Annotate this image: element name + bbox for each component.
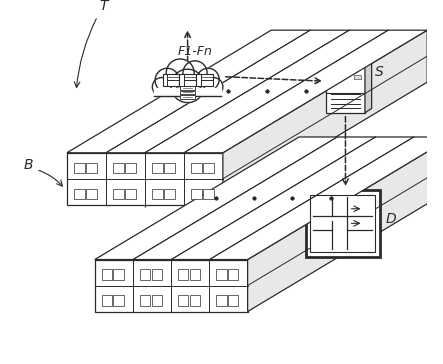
Bar — [113, 269, 124, 280]
Bar — [178, 269, 188, 280]
Circle shape — [166, 59, 194, 87]
Bar — [180, 86, 195, 90]
Bar — [179, 74, 196, 86]
Bar — [86, 163, 97, 173]
Bar — [101, 269, 112, 280]
Bar — [113, 189, 124, 199]
Bar — [203, 189, 214, 199]
Bar — [101, 296, 112, 306]
Bar — [190, 296, 200, 306]
Polygon shape — [223, 30, 427, 205]
Bar — [190, 269, 200, 280]
Bar — [306, 190, 380, 257]
Bar — [152, 189, 163, 199]
Bar — [216, 269, 227, 280]
Bar — [228, 269, 238, 280]
Polygon shape — [326, 60, 372, 64]
Bar — [152, 269, 162, 280]
Circle shape — [155, 68, 179, 92]
Bar — [125, 163, 136, 173]
Bar — [326, 64, 365, 113]
Text: S: S — [375, 65, 384, 79]
Bar — [140, 296, 150, 306]
Bar — [216, 296, 227, 306]
Text: T: T — [99, 0, 108, 13]
Bar — [74, 163, 85, 173]
Circle shape — [204, 78, 223, 96]
Polygon shape — [95, 137, 443, 260]
Bar — [203, 163, 214, 173]
Circle shape — [197, 68, 219, 91]
Bar — [196, 74, 213, 86]
Circle shape — [183, 61, 207, 85]
Bar — [180, 91, 195, 94]
Circle shape — [152, 78, 171, 96]
Polygon shape — [248, 137, 443, 312]
Bar — [164, 163, 175, 173]
Text: D: D — [385, 212, 396, 226]
Bar — [191, 189, 202, 199]
Bar — [86, 189, 97, 199]
Bar — [113, 163, 124, 173]
Text: B: B — [23, 158, 33, 172]
Polygon shape — [365, 60, 372, 113]
Polygon shape — [67, 30, 427, 153]
Bar — [180, 95, 195, 99]
Bar — [354, 75, 361, 79]
Circle shape — [171, 69, 204, 103]
Bar — [74, 189, 85, 199]
Bar — [178, 296, 188, 306]
Bar — [228, 296, 238, 306]
Bar — [164, 189, 175, 199]
Bar — [163, 74, 179, 86]
Bar — [140, 269, 150, 280]
Bar — [191, 163, 202, 173]
Polygon shape — [67, 153, 223, 205]
Text: F1-Fn: F1-Fn — [178, 45, 213, 58]
Bar — [152, 163, 163, 173]
Bar — [152, 296, 162, 306]
Polygon shape — [95, 260, 248, 312]
Bar — [125, 189, 136, 199]
Bar — [310, 194, 375, 252]
Bar — [113, 296, 124, 306]
